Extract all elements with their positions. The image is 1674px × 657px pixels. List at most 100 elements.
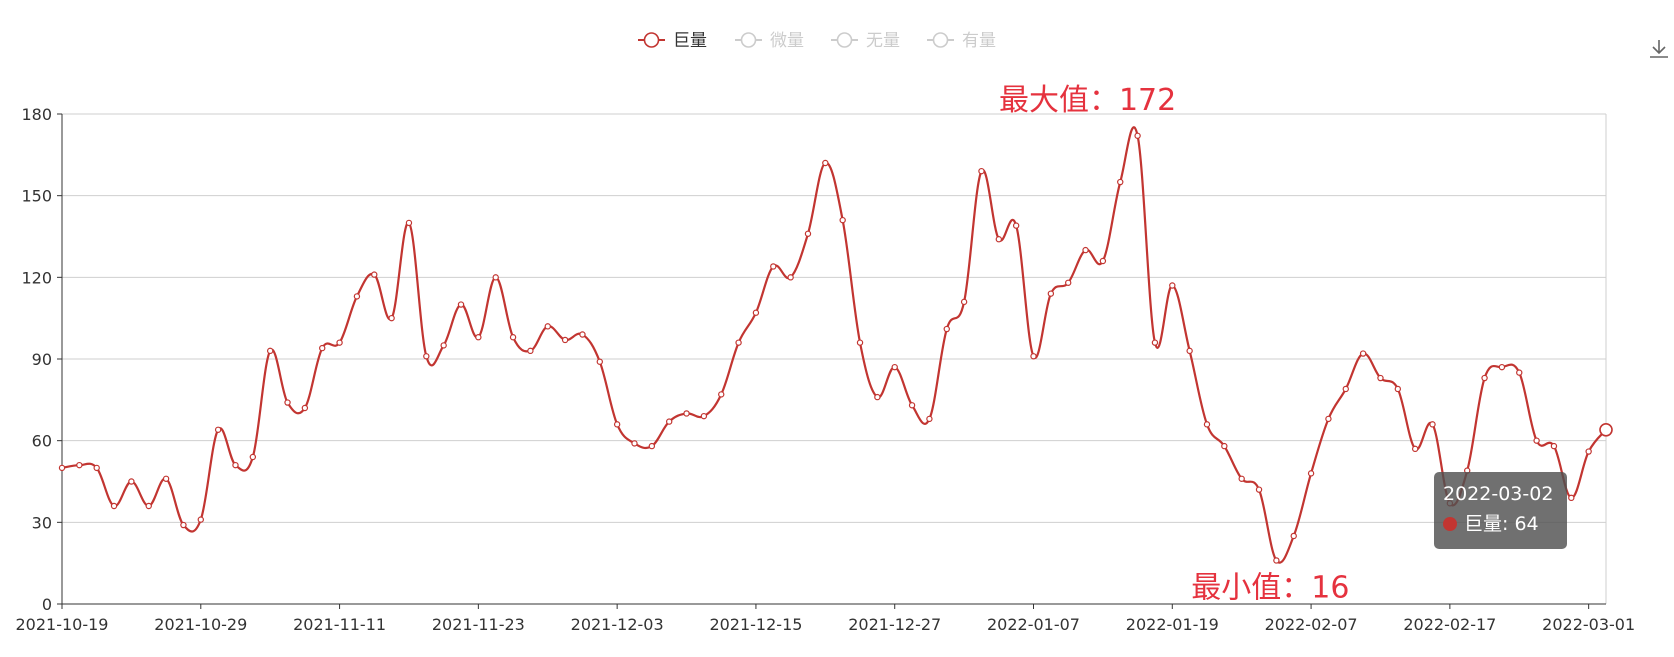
data-point[interactable] [1599,422,1613,437]
data-point[interactable] [1481,374,1488,382]
data-point[interactable] [648,442,656,450]
data-point[interactable] [665,418,673,425]
data-point[interactable] [960,298,968,306]
legend-symbol[interactable] [836,32,853,48]
data-point[interactable] [1359,350,1367,357]
data-point[interactable] [1273,557,1280,564]
data-point[interactable] [718,391,725,398]
download-icon[interactable] [1647,37,1671,61]
data-point[interactable] [631,440,638,447]
data-point[interactable] [1099,257,1107,265]
data-point[interactable] [509,334,517,341]
data-point[interactable] [1342,385,1349,393]
data-point[interactable] [319,344,326,352]
data-point[interactable] [440,342,447,349]
data-point[interactable] [301,404,309,412]
legend[interactable]: 巨量 微量 无量 有量 [638,31,996,51]
data-point[interactable] [544,323,551,330]
data-point[interactable] [752,309,760,316]
data-point[interactable] [908,402,916,409]
data-point[interactable] [1117,178,1124,186]
legend-symbol[interactable] [643,32,660,48]
data-point[interactable] [1047,290,1055,297]
data-point[interactable] [162,475,170,482]
data-point[interactable] [93,464,100,472]
data-point[interactable] [1533,437,1540,444]
data-point[interactable] [943,325,950,333]
data-point[interactable] [926,415,933,423]
data-point[interactable] [995,236,1003,243]
data-point[interactable] [336,339,343,346]
data-point[interactable] [371,271,378,278]
data-point[interactable] [735,339,742,346]
data-point[interactable] [388,314,395,322]
data-point[interactable] [1411,445,1419,453]
data-point[interactable] [891,363,898,371]
data-point[interactable] [249,453,257,461]
data-point[interactable] [76,461,83,469]
data-point[interactable] [145,502,152,510]
data-point[interactable] [1585,448,1592,455]
data-point[interactable] [874,393,881,401]
data-point[interactable] [1221,442,1228,450]
data-point[interactable] [1550,442,1558,450]
data-point[interactable] [1134,132,1141,139]
data-point[interactable] [128,478,135,485]
data-point[interactable] [353,293,361,300]
data-point[interactable] [770,263,777,270]
data-point[interactable] [1238,475,1245,482]
data-point[interactable] [58,464,66,472]
data-point[interactable] [839,216,846,224]
data-point[interactable] [683,410,690,417]
data-point[interactable] [1065,279,1072,286]
data-point[interactable] [214,426,222,433]
data-point[interactable] [1516,369,1523,376]
data-point[interactable] [492,274,499,281]
legend-symbol[interactable] [740,32,757,48]
data-point[interactable] [561,336,569,344]
legend-item-label[interactable]: 无量 [866,31,900,51]
data-point[interactable] [1151,339,1159,346]
data-point[interactable] [856,339,864,346]
data-point[interactable] [405,219,413,227]
data-point[interactable] [457,301,465,308]
data-point[interactable] [1325,415,1332,423]
data-point[interactable] [423,353,430,360]
data-point[interactable] [180,521,187,529]
legend-item-label[interactable]: 巨量 [673,31,707,51]
legend-symbol[interactable] [932,32,949,48]
data-point[interactable] [1255,486,1263,493]
data-point[interactable] [1030,353,1037,360]
data-point[interactable] [613,421,621,428]
data-point[interactable] [1186,347,1193,355]
data-point[interactable] [232,461,239,469]
data-point[interactable] [700,412,708,420]
data-point[interactable] [1169,282,1176,289]
data-point[interactable] [822,159,829,167]
data-point[interactable] [1394,385,1402,393]
data-point[interactable] [787,274,794,281]
data-point[interactable] [197,516,204,523]
data-point[interactable] [266,347,274,355]
series-line-巨量 [61,126,1607,564]
data-point[interactable] [475,334,482,341]
data-point[interactable] [1290,532,1297,540]
data-point[interactable] [110,502,118,510]
legend-item-label[interactable]: 微量 [770,31,804,51]
data-point[interactable] [579,331,586,338]
data-point[interactable] [596,358,603,365]
data-point[interactable] [1082,246,1089,254]
data-point[interactable] [804,230,812,237]
data-point[interactable] [1498,363,1506,371]
data-point[interactable] [1307,470,1315,477]
tooltip-series-dot [1443,517,1457,531]
data-point[interactable] [978,167,985,175]
data-point[interactable] [284,399,291,406]
data-point[interactable] [1012,222,1020,229]
legend-item-label[interactable]: 有量 [962,31,996,51]
data-point[interactable] [1568,494,1575,502]
data-point[interactable] [1203,421,1211,428]
data-point[interactable] [527,347,534,355]
data-point[interactable] [1429,421,1436,428]
data-point[interactable] [1377,374,1384,382]
